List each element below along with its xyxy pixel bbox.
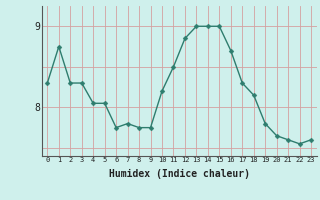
X-axis label: Humidex (Indice chaleur): Humidex (Indice chaleur)	[109, 169, 250, 179]
